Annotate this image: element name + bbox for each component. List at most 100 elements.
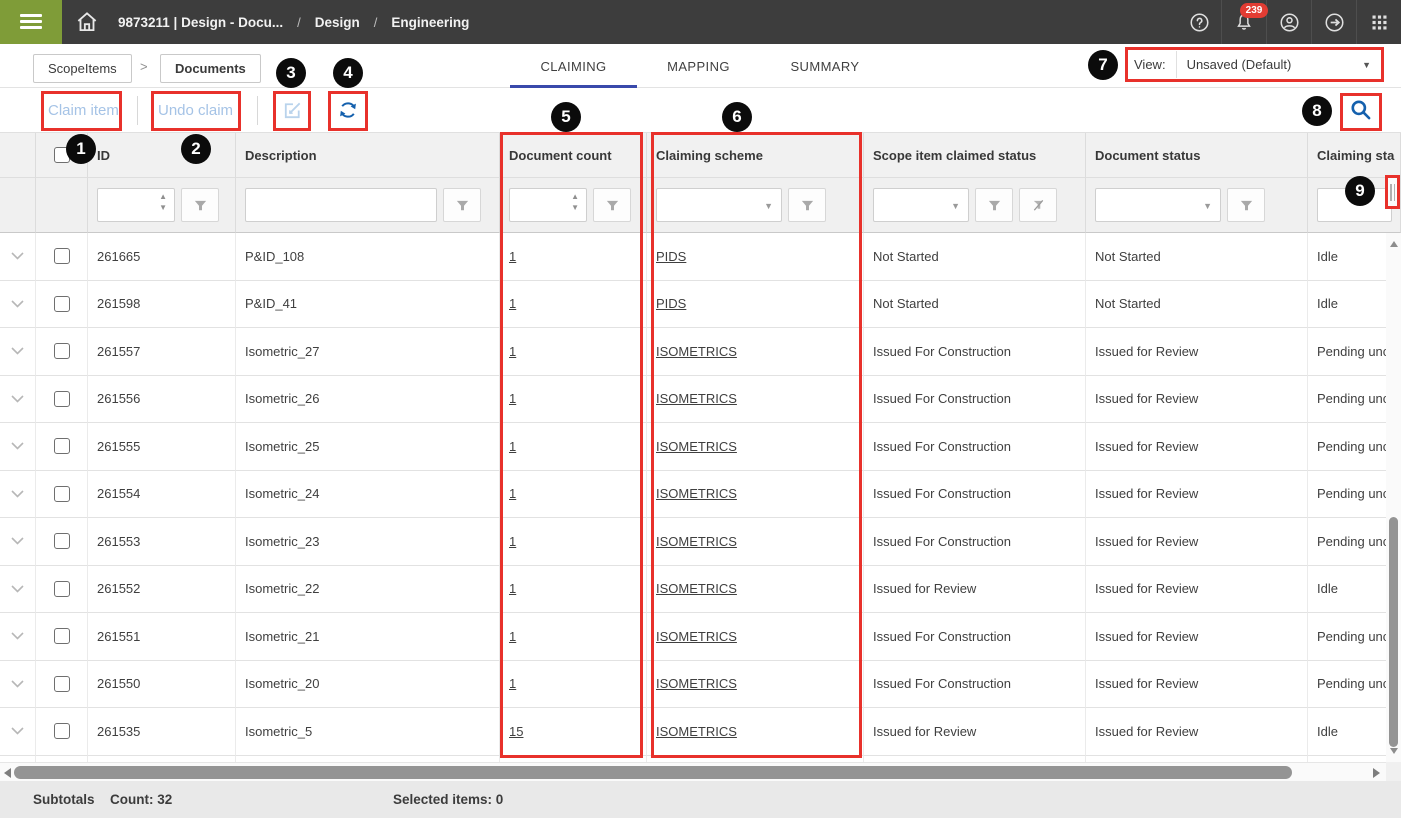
scroll-up-arrow-icon[interactable]	[1389, 241, 1398, 247]
column-header-claiming-scheme[interactable]: Claiming scheme	[647, 133, 864, 178]
row-expand-chevron-icon[interactable]	[11, 442, 24, 450]
document-count-link[interactable]: 1	[509, 296, 517, 312]
breadcrumb-engineering[interactable]: Engineering	[391, 14, 470, 30]
horizontal-scrollbar-thumb[interactable]	[14, 766, 1292, 779]
claiming-status-filter-input[interactable]	[1317, 188, 1392, 222]
row-checkbox[interactable]	[53, 438, 70, 455]
document-count-link[interactable]: 1	[509, 438, 517, 454]
row-checkbox[interactable]	[53, 533, 70, 550]
document-count-link[interactable]: 15	[509, 723, 524, 739]
tab-summary[interactable]: SUMMARY	[760, 44, 890, 88]
claiming-scheme-filter-funnel-icon[interactable]	[788, 188, 826, 222]
spinner-up-down-icon[interactable]: ▲ ▼	[159, 192, 167, 212]
table-row[interactable]: 261598 P&ID_41 1 PIDS Not Started Not St…	[0, 280, 1401, 328]
vertical-scrollbar[interactable]	[1386, 233, 1401, 762]
document-count-link[interactable]: 1	[509, 628, 517, 644]
row-checkbox[interactable]	[53, 295, 70, 312]
table-row[interactable]: 261665 P&ID_108 1 PIDS Not Started Not S…	[0, 233, 1401, 281]
row-expand-chevron-icon[interactable]	[11, 252, 24, 260]
column-header-scope-item-claimed-status[interactable]: Scope item claimed status	[864, 133, 1086, 178]
claiming-scheme-link[interactable]: ISOMETRICS	[656, 723, 737, 739]
document-count-link[interactable]: 1	[509, 343, 517, 359]
scroll-right-arrow-icon[interactable]	[1373, 767, 1380, 778]
document-status-filter-select[interactable]: ▼	[1095, 188, 1221, 222]
spinner-up-down-icon[interactable]: ▲ ▼	[571, 192, 579, 212]
user-account-icon[interactable]	[1267, 0, 1311, 44]
claiming-scheme-filter-select[interactable]: ▼	[656, 188, 782, 222]
column-header-description[interactable]: Description	[236, 133, 500, 178]
document-count-filter-funnel-icon[interactable]	[593, 188, 631, 222]
row-expand-chevron-icon[interactable]	[11, 537, 24, 545]
claiming-scheme-link[interactable]: ISOMETRICS	[656, 343, 737, 359]
scroll-down-arrow-icon[interactable]	[1389, 748, 1398, 754]
hamburger-menu-button[interactable]	[0, 0, 62, 44]
row-expand-chevron-icon[interactable]	[11, 300, 24, 308]
breadcrumb-design[interactable]: Design	[314, 14, 360, 30]
column-grip-handle[interactable]	[1386, 177, 1399, 208]
id-filter-input[interactable]: ▲ ▼	[97, 188, 175, 222]
row-checkbox[interactable]	[53, 723, 70, 740]
claim-item-button[interactable]: Claim item	[48, 101, 119, 119]
column-header-claiming-status[interactable]: Claiming sta	[1308, 133, 1401, 178]
scope-status-clear-filter-icon[interactable]	[1019, 188, 1057, 222]
document-status-filter-funnel-icon[interactable]	[1227, 188, 1265, 222]
claiming-scheme-link[interactable]: PIDS	[656, 248, 687, 264]
table-row[interactable]: 261553 Isometric_23 1 ISOMETRICS Issued …	[0, 518, 1401, 566]
description-filter-funnel-icon[interactable]	[443, 188, 481, 222]
column-header-document-status[interactable]: Document status	[1086, 133, 1308, 178]
vertical-scrollbar-thumb[interactable]	[1389, 517, 1398, 747]
claiming-scheme-link[interactable]: PIDS	[656, 296, 687, 312]
table-row[interactable]: 261557 Isometric_27 1 ISOMETRICS Issued …	[0, 328, 1401, 376]
claiming-scheme-link[interactable]: ISOMETRICS	[656, 628, 737, 644]
documents-button[interactable]: Documents	[160, 54, 261, 83]
document-count-link[interactable]: 1	[509, 486, 517, 502]
table-row[interactable]: 261552 Isometric_22 1 ISOMETRICS Issued …	[0, 565, 1401, 613]
row-expand-chevron-icon[interactable]	[11, 680, 24, 688]
claiming-scheme-link[interactable]: ISOMETRICS	[656, 391, 737, 407]
table-row[interactable]: 261535 Isometric_5 15 ISOMETRICS Issued …	[0, 708, 1401, 756]
claiming-scheme-link[interactable]: ISOMETRICS	[656, 533, 737, 549]
row-checkbox[interactable]	[53, 343, 70, 360]
row-checkbox[interactable]	[53, 390, 70, 407]
claiming-scheme-link[interactable]: ISOMETRICS	[656, 676, 737, 692]
row-expand-chevron-icon[interactable]	[11, 727, 24, 735]
scope-status-filter-funnel-icon[interactable]	[975, 188, 1013, 222]
tab-mapping[interactable]: MAPPING	[637, 44, 760, 88]
scope-status-filter-select[interactable]: ▼	[873, 188, 969, 222]
description-filter-input[interactable]	[245, 188, 437, 222]
row-checkbox[interactable]	[53, 485, 70, 502]
row-expand-chevron-icon[interactable]	[11, 395, 24, 403]
breadcrumb-project[interactable]: 9873211 | Design - Docu...	[118, 14, 284, 30]
row-checkbox[interactable]	[53, 628, 70, 645]
row-checkbox[interactable]	[53, 675, 70, 692]
notifications-bell-icon[interactable]: 239	[1222, 0, 1268, 44]
row-checkbox[interactable]	[53, 248, 70, 265]
row-expand-chevron-icon[interactable]	[11, 632, 24, 640]
column-header-document-count[interactable]: Document count	[500, 133, 647, 178]
select-all-checkbox[interactable]	[53, 147, 70, 163]
column-header-id[interactable]: ID	[88, 133, 236, 178]
document-count-link[interactable]: 1	[509, 676, 517, 692]
row-expand-chevron-icon[interactable]	[11, 347, 24, 355]
app-switcher-grid-icon[interactable]	[1357, 0, 1401, 44]
document-count-filter-input[interactable]: ▲ ▼	[509, 188, 587, 222]
row-expand-chevron-icon[interactable]	[11, 490, 24, 498]
claiming-scheme-link[interactable]: ISOMETRICS	[656, 438, 737, 454]
claiming-scheme-link[interactable]: ISOMETRICS	[656, 581, 737, 597]
table-row[interactable]: 261555 Isometric_25 1 ISOMETRICS Issued …	[0, 423, 1401, 471]
tab-claiming[interactable]: CLAIMING	[510, 44, 637, 88]
refresh-icon[interactable]	[328, 88, 368, 132]
search-icon[interactable]	[1341, 88, 1381, 132]
row-checkbox[interactable]	[53, 580, 70, 597]
horizontal-scrollbar[interactable]	[0, 762, 1386, 781]
sign-out-icon[interactable]	[1312, 0, 1356, 44]
claiming-scheme-link[interactable]: ISOMETRICS	[656, 486, 737, 502]
table-row[interactable]: 261554 Isometric_24 1 ISOMETRICS Issued …	[0, 470, 1401, 518]
scope-items-button[interactable]: ScopeItems	[33, 54, 132, 83]
edit-icon[interactable]	[272, 88, 312, 132]
table-row[interactable]: 261556 Isometric_26 1 ISOMETRICS Issued …	[0, 375, 1401, 423]
document-count-link[interactable]: 1	[509, 391, 517, 407]
scroll-left-arrow-icon[interactable]	[4, 767, 11, 778]
view-dropdown[interactable]: View: Unsaved (Default) ▼	[1125, 47, 1384, 82]
id-filter-funnel-icon[interactable]	[181, 188, 219, 222]
